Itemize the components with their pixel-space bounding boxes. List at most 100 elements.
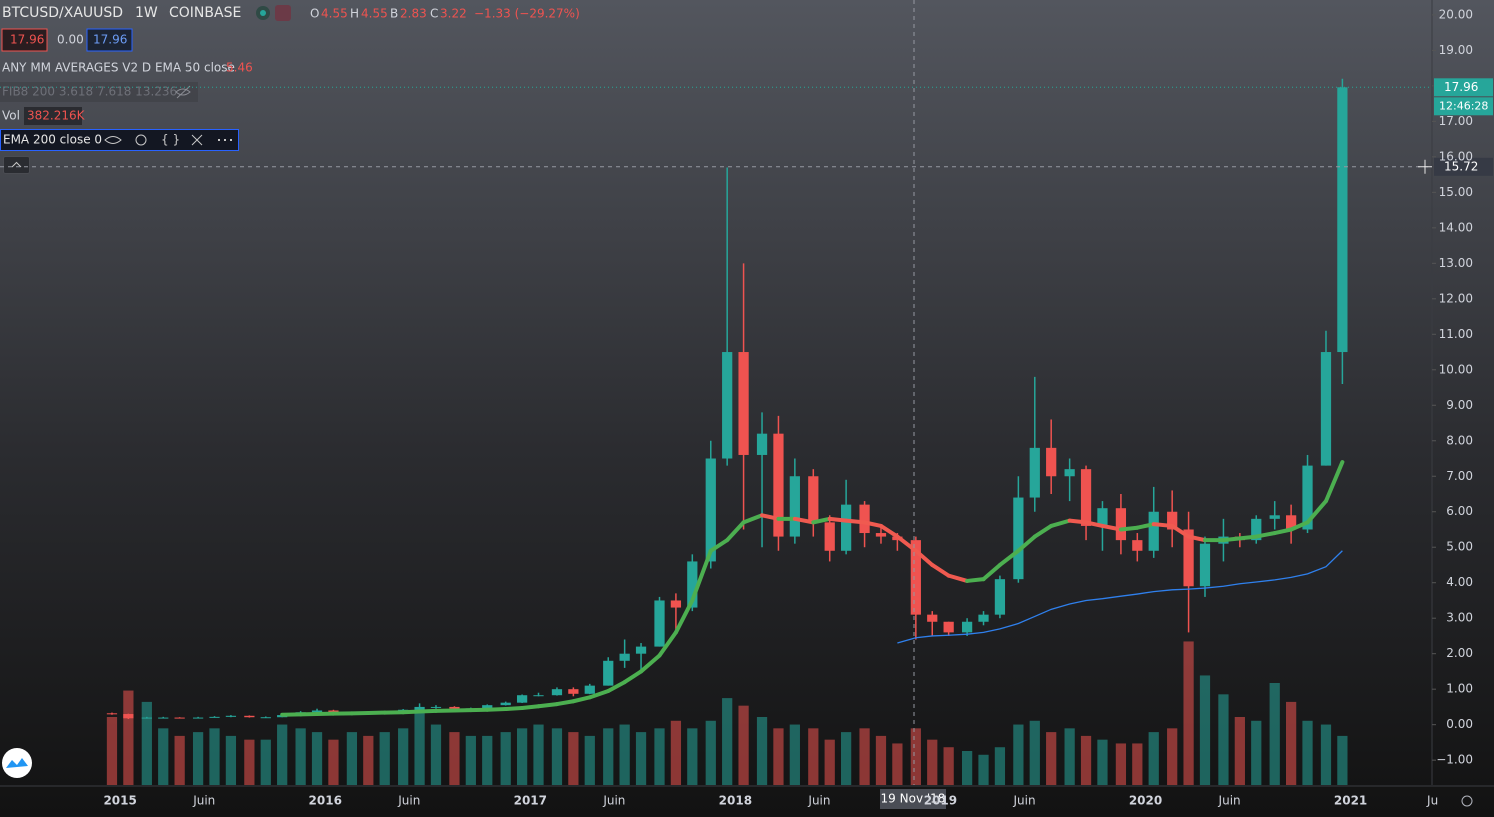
x-tick-label: Juin [1218,794,1241,808]
y-tick-label: 1.00 [1446,682,1473,696]
ema50-segment [895,534,918,553]
volume-bar [225,735,237,785]
y-tick-label: 7.00 [1446,469,1473,483]
volume-bar [516,728,528,785]
candle-body [1167,511,1178,530]
volume-bar [1218,694,1229,785]
ema50-segment [1221,536,1242,543]
x-tick-label: Juin [602,794,625,808]
volume-bar [1234,717,1245,785]
candle-body [994,579,1006,615]
candle-body [1046,447,1057,477]
candle-body [824,522,835,551]
ema50-segment [981,562,1002,582]
crosshair-price-box [1434,157,1493,176]
interval[interactable]: 1W [135,5,158,21]
volume-bar [1115,743,1127,785]
ema50-segment [1272,527,1294,536]
candle-body [756,433,768,455]
indicator-name[interactable]: FIB8 200 3.618 7.618 13.236 [2,85,177,99]
crosshair-date-box [880,789,946,809]
candle-body [1269,515,1280,519]
ema50-segment [536,702,559,709]
volume-bar [430,724,442,785]
candle-body [738,352,749,455]
visibility-button[interactable] [104,136,122,144]
candle-body [311,710,323,713]
ema50-segment [862,520,883,528]
volume-bar [551,728,563,785]
symbol[interactable]: BTCUSD/XAUUSD [2,5,123,21]
volume-bar [1064,728,1075,785]
volume-bar [1320,724,1332,785]
ema50-segment [1016,534,1037,553]
candle-body [141,717,152,719]
volume-bar [722,698,733,785]
logo[interactable] [2,748,32,778]
volume-bar [994,747,1006,785]
volume-bar [687,728,698,785]
ema50-segment [1170,523,1191,539]
x-tick-label: Juin [397,794,420,808]
indicator-name[interactable]: EMA 200 close 0 [3,133,102,147]
candle-body [158,717,169,719]
candle-body [1097,508,1108,526]
hidden-icon[interactable] [175,85,191,99]
volume-bar [363,735,374,785]
volume-bar [174,735,185,785]
ohlc-label: B [390,7,398,21]
indicator-value: 0.00 [57,33,84,47]
candle-body [910,540,921,615]
candle-body [808,476,819,523]
remove-button[interactable] [191,134,203,146]
candle-body [635,646,647,654]
candle-body [260,717,271,719]
indicator-name[interactable]: Vol [2,109,20,123]
ema50-segment [878,523,900,539]
ema50-segment [1237,534,1259,541]
candle-body [1080,469,1092,526]
ohlc-value: 3.22 [440,7,467,21]
volume-bar [808,728,819,785]
volume-bar [1013,724,1024,785]
volume-bar [465,735,476,785]
candle-body [773,433,784,537]
volume-bar [875,735,887,785]
ema50-segment [1118,525,1140,532]
candle-body [123,714,134,719]
volume-bar [568,732,579,785]
volume-bar [635,732,647,785]
ema50-segment [571,695,592,704]
indicator-name[interactable]: ANY MM AVERAGES V2 D EMA 50 close [2,61,235,75]
indicator-value: 17.96 [93,33,127,47]
volume-bar [927,739,938,785]
last-price-label: 17.96 [1444,80,1478,94]
ema50-segment [913,548,935,567]
axis-settings[interactable] [1461,795,1473,807]
y-tick-label: 17.00 [1439,114,1473,128]
volume-bar [1199,675,1211,785]
last-price-box [1434,78,1493,97]
x-tick-label: 2017 [514,794,547,808]
y-tick-label: 4.00 [1446,575,1473,589]
volume-bar [840,732,852,785]
ema50-segment [946,573,970,583]
volume-bar [1251,720,1262,785]
ema50-segment [690,548,713,603]
candle-body [1115,508,1127,541]
ema50-segment [622,669,644,685]
source-button[interactable]: { } [161,133,180,147]
candle-body [789,476,800,537]
collapse-button[interactable] [3,156,30,174]
y-tick-label: 12.00 [1439,291,1473,305]
volume-bar [961,751,973,785]
ema50-segment [930,562,951,578]
y-tick-label: 5.00 [1446,540,1473,554]
x-tick-label: Juin [807,794,830,808]
volume-bar [1302,720,1313,785]
candle-body [568,689,579,694]
candle-body [225,715,237,717]
settings-button[interactable] [135,134,147,146]
